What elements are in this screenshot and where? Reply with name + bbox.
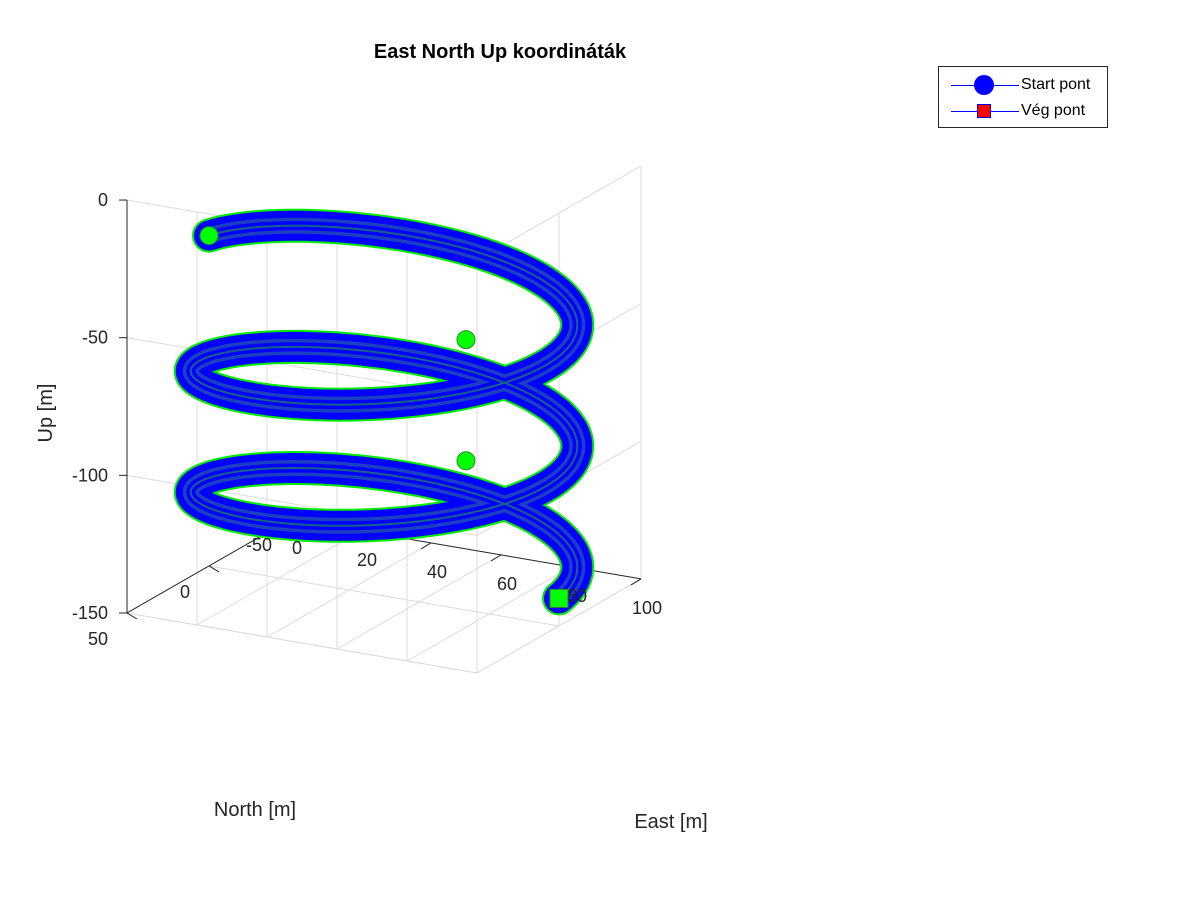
grid-line <box>208 565 560 627</box>
point-marker <box>456 330 476 350</box>
helix-tube-centerline <box>189 224 579 600</box>
square-marker-icon <box>977 104 991 118</box>
tick-labels: 0 20 40 60 80 100 -50 0 50 -150 -100 -50 0 <box>72 190 662 649</box>
point-marker <box>199 226 219 246</box>
x-tick-label: 40 <box>427 562 447 582</box>
x-tick-label: 20 <box>357 550 377 570</box>
y-tick-mark <box>126 612 138 620</box>
x-tick-label: 100 <box>632 598 662 618</box>
legend-label-start: Start pont <box>1021 76 1091 93</box>
y-tick-label: 50 <box>88 629 108 649</box>
y-axis-label: North [m] <box>214 799 296 821</box>
z-tick-label: -150 <box>72 603 108 623</box>
z-tick-label: -50 <box>82 328 108 348</box>
legend: Start pont Vég pont <box>938 66 1108 128</box>
z-tick-label: -100 <box>72 465 108 485</box>
grid-line <box>126 612 478 674</box>
data-layer <box>173 208 595 616</box>
point-marker <box>456 451 476 471</box>
y-tick-label: 0 <box>180 582 190 602</box>
legend-item-end: Vég pont <box>939 99 1109 125</box>
x-tick-mark <box>490 554 502 562</box>
x-tick-mark <box>630 578 642 586</box>
legend-item-start: Start pont <box>939 73 1109 99</box>
z-tick-label: 0 <box>98 190 108 210</box>
x-tick-mark <box>420 542 432 550</box>
circle-marker-icon <box>974 75 994 95</box>
legend-label-end: Vég pont <box>1021 102 1086 119</box>
y-tick-mark <box>208 565 220 573</box>
x-tick-label: 80 <box>567 586 587 606</box>
chart-title: East North Up koordináták <box>374 41 627 63</box>
y-tick-label: -50 <box>246 535 272 555</box>
x-tick-label: 60 <box>497 574 517 594</box>
x-tick-label: 0 <box>292 538 302 558</box>
x-axis-label: East [m] <box>634 811 707 833</box>
z-axis-label: Up [m] <box>35 384 57 443</box>
end-marker <box>549 588 569 608</box>
